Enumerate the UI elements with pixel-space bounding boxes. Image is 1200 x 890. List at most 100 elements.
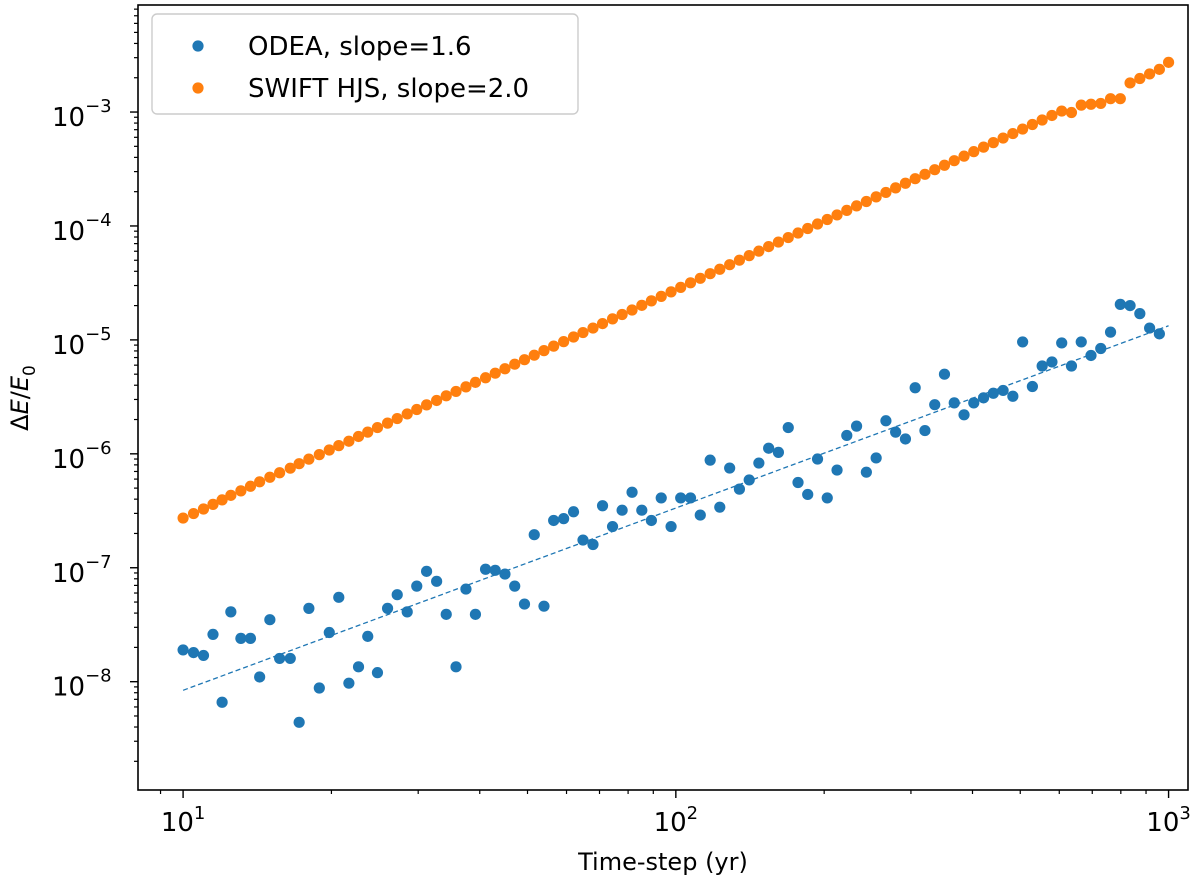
point-series-1-22 bbox=[391, 412, 403, 425]
point-series-0-51 bbox=[675, 492, 687, 504]
point-series-1-76 bbox=[919, 168, 931, 180]
point-series-0-87 bbox=[1026, 380, 1038, 393]
y-tick-label-4: 10−4 bbox=[52, 210, 112, 247]
legend-marker-series-1 bbox=[192, 82, 204, 94]
point-series-0-31 bbox=[479, 563, 492, 575]
point-series-1-82 bbox=[977, 141, 990, 153]
point-series-0-0 bbox=[177, 644, 189, 656]
point-series-1-73 bbox=[890, 182, 902, 194]
point-series-0-95 bbox=[1104, 326, 1117, 338]
legend-label-series-0: ODEA, slope=1.6 bbox=[248, 32, 472, 62]
point-series-1-6 bbox=[235, 485, 247, 497]
point-series-1-68 bbox=[841, 204, 853, 216]
point-series-1-37 bbox=[538, 345, 550, 357]
point-series-1-9 bbox=[264, 471, 276, 483]
point-series-0-90 bbox=[1056, 337, 1068, 349]
point-series-1-52 bbox=[684, 277, 697, 289]
data-points bbox=[177, 56, 1175, 728]
point-series-1-65 bbox=[811, 218, 824, 230]
point-series-1-89 bbox=[1046, 109, 1058, 122]
point-series-1-66 bbox=[821, 213, 833, 226]
point-series-1-53 bbox=[694, 272, 706, 284]
point-series-1-35 bbox=[518, 354, 531, 366]
point-series-0-69 bbox=[850, 420, 863, 432]
point-series-0-89 bbox=[1046, 356, 1058, 368]
point-series-0-21 bbox=[381, 602, 394, 614]
point-series-1-91 bbox=[1065, 106, 1078, 119]
point-series-0-10 bbox=[274, 652, 286, 665]
point-series-0-88 bbox=[1036, 360, 1048, 372]
point-series-0-13 bbox=[303, 602, 315, 614]
point-series-1-25 bbox=[420, 399, 433, 411]
point-series-0-25 bbox=[420, 565, 433, 577]
legend-marker-series-0 bbox=[192, 40, 204, 52]
point-series-0-37 bbox=[538, 600, 550, 612]
x-axis-ticks: 101 102 103 bbox=[159, 790, 1191, 838]
point-series-0-81 bbox=[968, 397, 980, 409]
point-series-0-82 bbox=[977, 392, 990, 404]
point-series-1-57 bbox=[733, 254, 746, 266]
point-series-1-39 bbox=[558, 336, 570, 348]
point-series-1-75 bbox=[909, 173, 921, 185]
point-series-1-67 bbox=[831, 209, 843, 221]
point-series-1-5 bbox=[225, 489, 237, 501]
point-series-1-28 bbox=[450, 385, 462, 398]
point-series-1-86 bbox=[1017, 123, 1029, 135]
point-series-0-11 bbox=[284, 652, 296, 665]
point-series-0-32 bbox=[489, 564, 501, 576]
point-series-1-0 bbox=[177, 512, 189, 524]
point-series-0-20 bbox=[371, 667, 384, 679]
point-series-1-12 bbox=[293, 458, 305, 470]
point-series-0-53 bbox=[694, 509, 706, 521]
point-series-0-58 bbox=[743, 474, 755, 486]
point-series-0-14 bbox=[313, 682, 325, 694]
point-series-0-39 bbox=[558, 513, 570, 525]
point-series-1-95 bbox=[1104, 93, 1117, 105]
point-series-0-40 bbox=[567, 506, 580, 518]
point-series-1-38 bbox=[548, 340, 560, 352]
point-series-1-19 bbox=[362, 426, 374, 438]
point-series-1-90 bbox=[1056, 105, 1068, 117]
point-series-0-54 bbox=[704, 454, 716, 466]
y-tick-label-0: 10−8 bbox=[52, 666, 112, 703]
x-axis-label: Time-step (yr) bbox=[577, 848, 748, 876]
point-series-0-98 bbox=[1134, 308, 1146, 320]
point-series-1-61 bbox=[772, 236, 785, 248]
point-series-1-101 bbox=[1162, 56, 1175, 68]
point-series-1-51 bbox=[675, 281, 687, 293]
point-series-0-61 bbox=[772, 446, 785, 458]
point-series-0-73 bbox=[890, 426, 902, 438]
point-series-1-50 bbox=[665, 286, 677, 298]
point-series-0-43 bbox=[596, 500, 609, 512]
point-series-1-34 bbox=[509, 358, 521, 370]
point-series-0-3 bbox=[207, 628, 219, 641]
point-series-0-77 bbox=[929, 399, 941, 411]
point-series-0-63 bbox=[792, 476, 804, 489]
point-series-0-80 bbox=[958, 409, 970, 421]
point-series-0-67 bbox=[831, 464, 843, 476]
point-series-1-10 bbox=[274, 467, 286, 479]
point-series-1-78 bbox=[938, 159, 951, 171]
point-series-1-71 bbox=[870, 191, 882, 203]
point-series-0-2 bbox=[197, 649, 210, 662]
point-series-1-79 bbox=[948, 155, 960, 167]
point-series-1-2 bbox=[197, 503, 210, 515]
point-series-0-56 bbox=[724, 462, 736, 474]
point-series-0-22 bbox=[391, 589, 403, 601]
point-series-1-84 bbox=[997, 132, 1009, 144]
point-series-0-35 bbox=[518, 598, 531, 610]
point-series-1-69 bbox=[850, 200, 863, 212]
x-tick-label-0: 101 bbox=[161, 803, 206, 838]
point-series-0-64 bbox=[802, 488, 814, 501]
point-series-1-80 bbox=[958, 150, 970, 162]
point-series-1-48 bbox=[645, 295, 657, 307]
point-series-0-26 bbox=[431, 575, 443, 587]
point-series-0-85 bbox=[1007, 390, 1019, 402]
point-series-1-70 bbox=[860, 195, 872, 208]
point-series-1-74 bbox=[899, 177, 912, 189]
y-tick-label-5: 10−3 bbox=[52, 96, 112, 133]
point-series-1-1 bbox=[187, 507, 200, 520]
point-series-0-86 bbox=[1017, 336, 1029, 348]
point-series-1-49 bbox=[655, 290, 667, 302]
point-series-0-70 bbox=[860, 466, 872, 478]
